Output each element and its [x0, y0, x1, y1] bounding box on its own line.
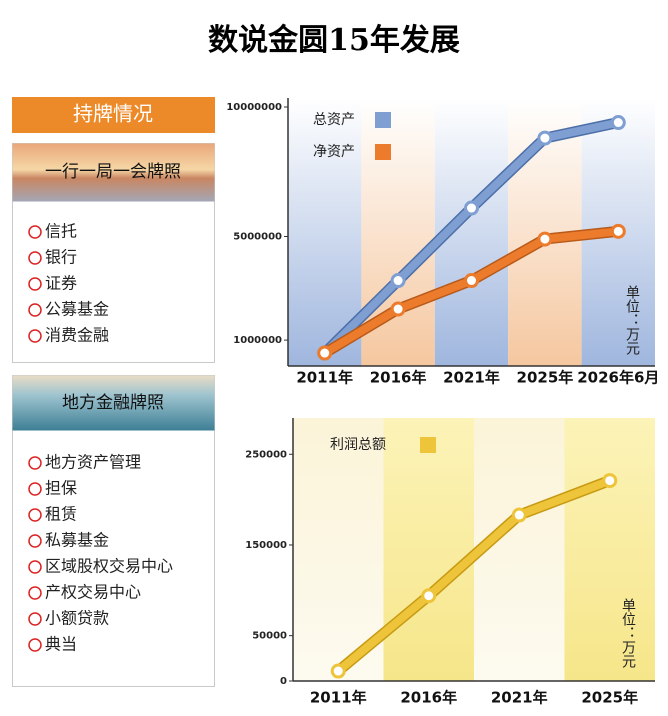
data-point	[511, 507, 527, 523]
bullet	[28, 225, 42, 239]
section-banner	[12, 375, 215, 431]
x-tick-label: 2026年6月	[577, 369, 659, 387]
data-point	[421, 588, 437, 604]
x-tick-label: 2021年	[491, 689, 548, 707]
page-title: 数说金圆15年发展	[208, 23, 460, 58]
y-tick-label: 1000000	[233, 335, 282, 346]
column-band	[293, 418, 384, 681]
legend-label: 总资产	[313, 112, 355, 128]
x-tick-label: 2021年	[443, 369, 500, 387]
license-item: 消费金融	[45, 326, 109, 345]
bullet	[28, 612, 42, 626]
legend-swatch	[420, 437, 436, 453]
bullet	[28, 586, 42, 600]
data-point	[390, 273, 406, 289]
bullet	[28, 482, 42, 496]
data-point	[537, 130, 553, 146]
license-item: 产权交易中心	[45, 583, 141, 602]
legend-label: 利润总额	[330, 437, 386, 453]
bullet	[28, 560, 42, 574]
data-point	[537, 231, 553, 247]
bullet	[28, 638, 42, 652]
section-banner	[12, 143, 215, 202]
y-tick-label: 150000	[245, 540, 287, 551]
x-tick-label: 2016年	[400, 689, 457, 707]
data-point	[317, 345, 333, 361]
bullet	[28, 329, 42, 343]
license-item: 证券	[45, 274, 77, 293]
license-item: 区域股权交易中心	[45, 557, 173, 576]
x-tick-label: 2016年	[370, 369, 427, 387]
bullet	[28, 251, 42, 265]
panel-title: 持牌情况	[73, 102, 153, 126]
x-tick-label: 2011年	[296, 369, 353, 387]
x-tick-label: 2011年	[310, 689, 367, 707]
legend-swatch	[375, 144, 391, 160]
bullet	[28, 277, 42, 291]
y-tick-label: 10000000	[226, 102, 282, 113]
y-tick-label: 50000	[252, 631, 287, 642]
license-item: 典当	[45, 635, 77, 654]
bullet	[28, 303, 42, 317]
bullet	[28, 508, 42, 522]
bullet	[28, 456, 42, 470]
bullet	[28, 534, 42, 548]
data-point	[390, 301, 406, 317]
section-title: 地方金融牌照	[62, 393, 164, 413]
column-band	[564, 418, 655, 681]
legend-swatch	[375, 112, 391, 128]
data-point	[464, 273, 479, 289]
column-band	[474, 418, 565, 681]
data-point	[602, 473, 618, 489]
license-item: 银行	[45, 248, 77, 267]
license-item: 小额贷款	[45, 609, 109, 628]
x-tick-label: 2025年	[517, 369, 574, 387]
data-point	[610, 223, 626, 239]
unit-label: 单位：万元	[624, 285, 640, 356]
y-tick-label: 0	[280, 676, 287, 687]
license-item: 租赁	[45, 505, 77, 524]
license-item: 公募基金	[45, 300, 109, 319]
y-tick-label: 5000000	[233, 232, 282, 243]
license-item: 地方资产管理	[45, 453, 141, 472]
license-item: 担保	[45, 479, 77, 498]
license-item: 信托	[45, 222, 77, 241]
x-tick-label: 2025年	[581, 689, 638, 707]
series-line	[334, 476, 614, 676]
column-band	[383, 418, 474, 681]
data-point	[464, 200, 479, 216]
data-point	[330, 663, 346, 679]
unit-label: 单位：万元	[620, 598, 636, 669]
panel-header	[12, 97, 215, 133]
y-tick-label: 250000	[245, 449, 287, 460]
section-title: 一行一局一会牌照	[45, 162, 181, 182]
data-point	[610, 115, 626, 131]
license-item: 私募基金	[45, 531, 109, 550]
legend-label: 净资产	[313, 144, 355, 160]
